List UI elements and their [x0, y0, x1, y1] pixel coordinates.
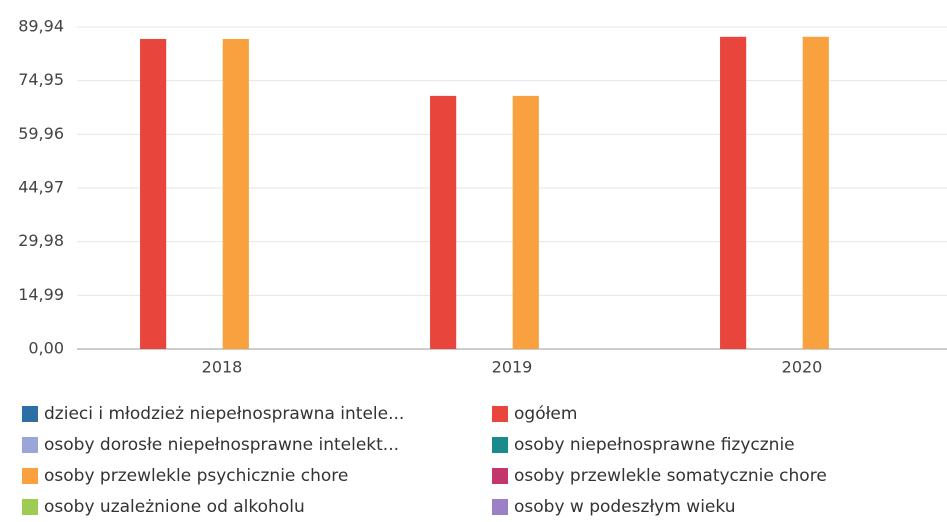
y-tick-label: 44,97	[18, 178, 64, 197]
y-tick-label: 29,98	[18, 231, 64, 250]
legend-label: dzieci i młodzież niepełnosprawna intele…	[44, 404, 404, 424]
legend-swatch	[22, 468, 38, 484]
legend-label: osoby niepełnosprawne fizycznie	[514, 435, 795, 455]
legend-swatch	[22, 406, 38, 422]
legend-swatch	[492, 499, 508, 515]
legend-label: osoby dorosłe niepełnosprawne intelekt..…	[44, 435, 399, 455]
legend-label: osoby w podeszłym wieku	[514, 497, 735, 517]
x-tick-label: 2018	[202, 358, 243, 377]
bar	[512, 95, 539, 350]
y-tick-label: 14,99	[18, 285, 64, 304]
bar	[222, 38, 249, 349]
legend-label: osoby uzależnione od alkoholu	[44, 497, 305, 517]
bar	[802, 36, 829, 349]
bar	[720, 36, 747, 349]
y-tick-label: 74,95	[18, 70, 64, 89]
legend-label: ogółem	[514, 404, 577, 424]
x-tick-label: 2020	[782, 358, 823, 377]
y-tick-label: 89,94	[18, 17, 64, 36]
legend-swatch	[492, 468, 508, 484]
bar	[430, 95, 457, 350]
legend-swatch	[22, 437, 38, 453]
y-tick-label: 0,00	[28, 339, 64, 358]
legend-swatch	[492, 406, 508, 422]
y-tick-label: 59,96	[18, 124, 64, 143]
x-tick-label: 2019	[492, 358, 533, 377]
bar	[140, 38, 167, 349]
legend-swatch	[492, 437, 508, 453]
legend-label: osoby przewlekle psychicznie chore	[44, 466, 348, 486]
legend-swatch	[22, 499, 38, 515]
legend-label: osoby przewlekle somatycznie chore	[514, 466, 827, 486]
